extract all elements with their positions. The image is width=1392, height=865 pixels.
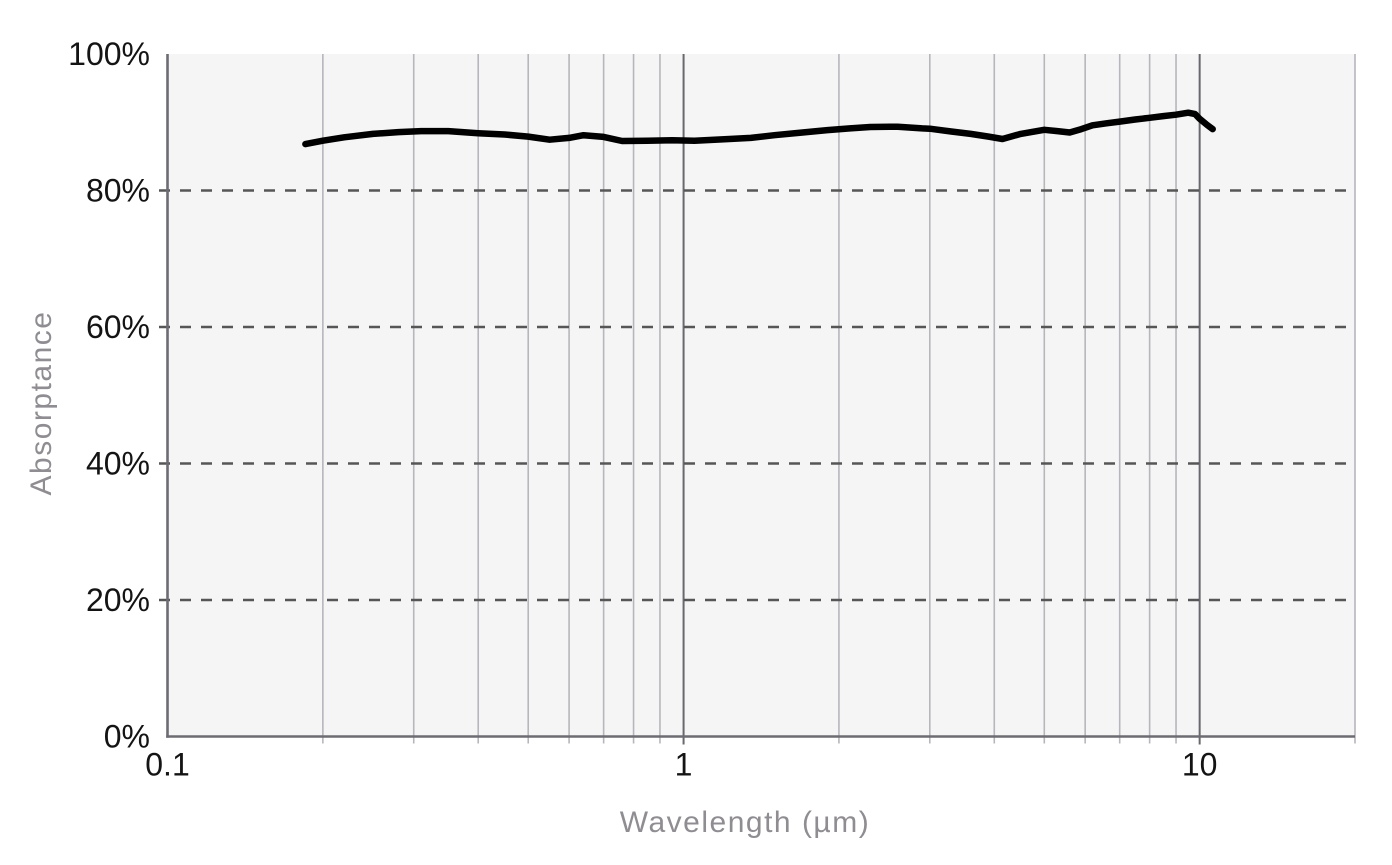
y-tick-label: 100% — [68, 36, 150, 72]
x-tick-label: 0.1 — [145, 747, 189, 783]
y-tick-label: 40% — [86, 446, 150, 482]
y-tick-label: 0% — [104, 719, 150, 755]
y-tick-label: 80% — [86, 173, 150, 209]
y-axis-title: Absorptance — [25, 310, 58, 496]
absorptance-series-line — [302, 109, 1216, 148]
x-tick-label: 10 — [1182, 747, 1218, 783]
y-tick-label: 60% — [86, 309, 150, 345]
y-tick-label: 20% — [86, 582, 150, 618]
plot-area — [167, 54, 1355, 737]
x-axis-title: Wavelength (µm) — [619, 806, 871, 839]
x-tick-label: 1 — [675, 747, 693, 783]
